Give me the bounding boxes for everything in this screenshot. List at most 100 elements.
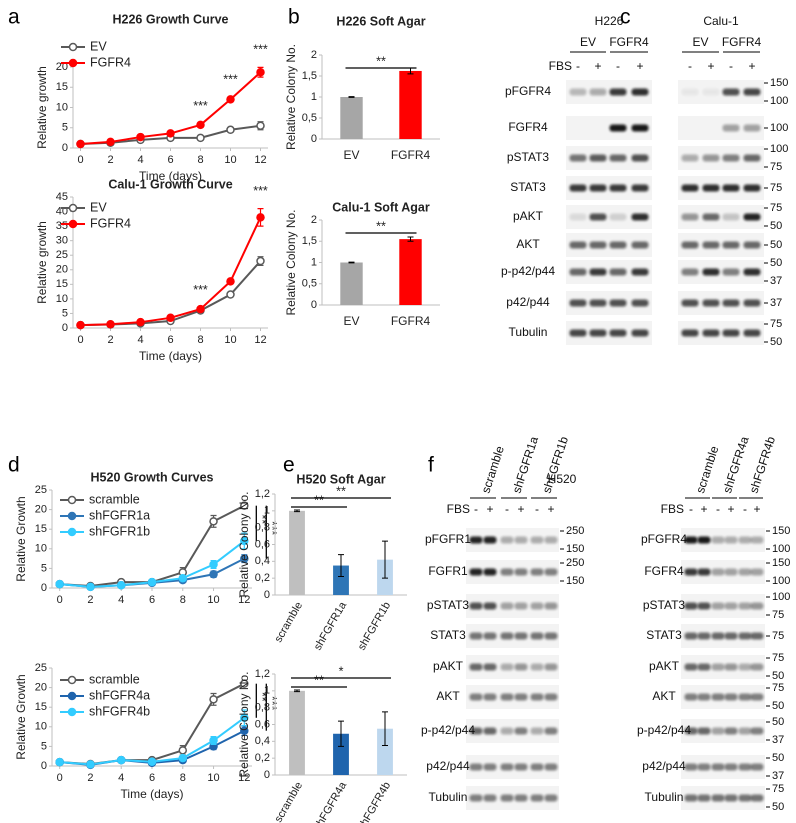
size-marker: 37 — [772, 770, 784, 782]
fbs-label: FBS — [549, 59, 572, 73]
blot-band — [514, 632, 528, 640]
bar — [333, 565, 349, 595]
error-bar — [294, 509, 300, 513]
protein-label: pFGFR4 — [641, 532, 687, 546]
x-tick-label: EV — [343, 314, 359, 328]
protein-label: pAKT — [433, 659, 464, 673]
size-marker: 37 — [770, 297, 782, 309]
blot-band — [514, 568, 528, 576]
protein-label: FGFR4 — [508, 120, 548, 134]
blot-band — [569, 213, 587, 221]
x-tick-label: 2 — [87, 594, 93, 606]
blot-band — [743, 124, 761, 132]
data-point — [147, 577, 157, 587]
x-axis-title: Time (days) — [121, 787, 184, 801]
blot-band — [609, 329, 627, 337]
blot-band — [711, 632, 725, 640]
data-point — [106, 319, 115, 329]
panel-label: a — [8, 6, 20, 29]
size-marker: 75 — [770, 318, 782, 330]
blot-band — [609, 154, 627, 162]
fbs-sign: + — [486, 502, 493, 516]
x-tick-label: 0 — [77, 334, 83, 346]
blot-band — [544, 536, 558, 544]
blot-band — [750, 663, 764, 671]
y-tick-label: 1,2 — [255, 668, 270, 680]
blot-band — [750, 632, 764, 640]
fbs-sign: + — [517, 502, 524, 516]
size-marker: 150 — [770, 77, 788, 89]
blot-band — [530, 763, 544, 771]
x-tick-label: 2 — [107, 154, 113, 166]
x-tick-label: scramble — [272, 780, 305, 823]
size-marker: 75 — [772, 682, 784, 694]
protein-label: STAT3 — [510, 180, 546, 194]
error-bar — [294, 689, 300, 693]
blot-band — [724, 794, 738, 802]
x-tick-label: shFGFR1b — [356, 600, 393, 653]
blot-band — [702, 88, 720, 96]
data-point — [178, 746, 188, 755]
blot-band — [631, 154, 649, 162]
fbs-sign: + — [753, 502, 760, 516]
data-point — [86, 582, 95, 592]
blot-band — [483, 568, 497, 576]
y-tick-label: 0 — [62, 142, 68, 154]
y-tick-label: 0 — [62, 322, 68, 334]
x-tick-label: scramble — [272, 600, 305, 645]
size-marker: 50 — [770, 220, 782, 232]
x-tick-label: 4 — [118, 594, 124, 606]
chart-title: Calu-1 Growth Curve — [108, 177, 232, 191]
size-marker: 50 — [770, 336, 782, 348]
blot-band — [569, 154, 587, 162]
blot-band — [743, 88, 761, 96]
blot-band — [589, 154, 607, 162]
x-tick-label: 8 — [180, 594, 186, 606]
blot-band — [469, 763, 483, 771]
x-tick-label: 12 — [254, 334, 266, 346]
blot-band — [483, 794, 497, 802]
x-tick-label: 12 — [238, 594, 250, 606]
x-tick-label: 2 — [107, 334, 113, 346]
condition-label: shFGFR4b — [747, 434, 779, 494]
blot-band — [589, 88, 607, 96]
blot-band — [589, 213, 607, 221]
y-tick-label: 0 — [264, 589, 270, 601]
fbs-sign: + — [748, 59, 755, 73]
blot-band — [681, 154, 699, 162]
significance: *** — [265, 696, 279, 711]
blot-band — [684, 632, 698, 640]
protein-label: STAT3 — [430, 628, 466, 642]
protein-label: pFGFR1 — [425, 532, 471, 546]
blot-band — [702, 184, 720, 192]
blot-band — [530, 602, 544, 610]
blot-band — [738, 794, 752, 802]
fbs-sign: + — [636, 59, 643, 73]
blot-band — [530, 727, 544, 735]
size-marker: 100 — [770, 143, 788, 155]
series-line — [59, 682, 245, 766]
error-bar — [382, 540, 388, 579]
condition-label: EV — [580, 35, 596, 49]
blot-band — [609, 268, 627, 276]
blot-band — [702, 268, 720, 276]
blot-band — [724, 763, 738, 771]
blot-band — [738, 693, 752, 701]
blot-band — [743, 154, 761, 162]
y-tick-label: 25 — [35, 484, 47, 496]
y-axis-title: Relative Colony No. — [237, 671, 251, 777]
legend-marker — [67, 675, 77, 685]
y-tick-label: 15 — [56, 81, 68, 93]
protein-label: p42/p44 — [426, 759, 470, 773]
condition-label: scramble — [479, 444, 507, 495]
chart-title: H520 Soft Agar — [296, 472, 385, 486]
x-tick-label: FGFR4 — [391, 148, 431, 162]
legend-label: shFGFR4a — [89, 688, 150, 702]
protein-label: p-p42/p44 — [637, 723, 691, 737]
size-marker: 150 — [566, 575, 584, 587]
x-axis-title: Time (days) — [139, 349, 202, 363]
x-tick-label: 2 — [87, 772, 93, 784]
protein-label: pFGFR4 — [505, 84, 551, 98]
blot-band — [750, 727, 764, 735]
